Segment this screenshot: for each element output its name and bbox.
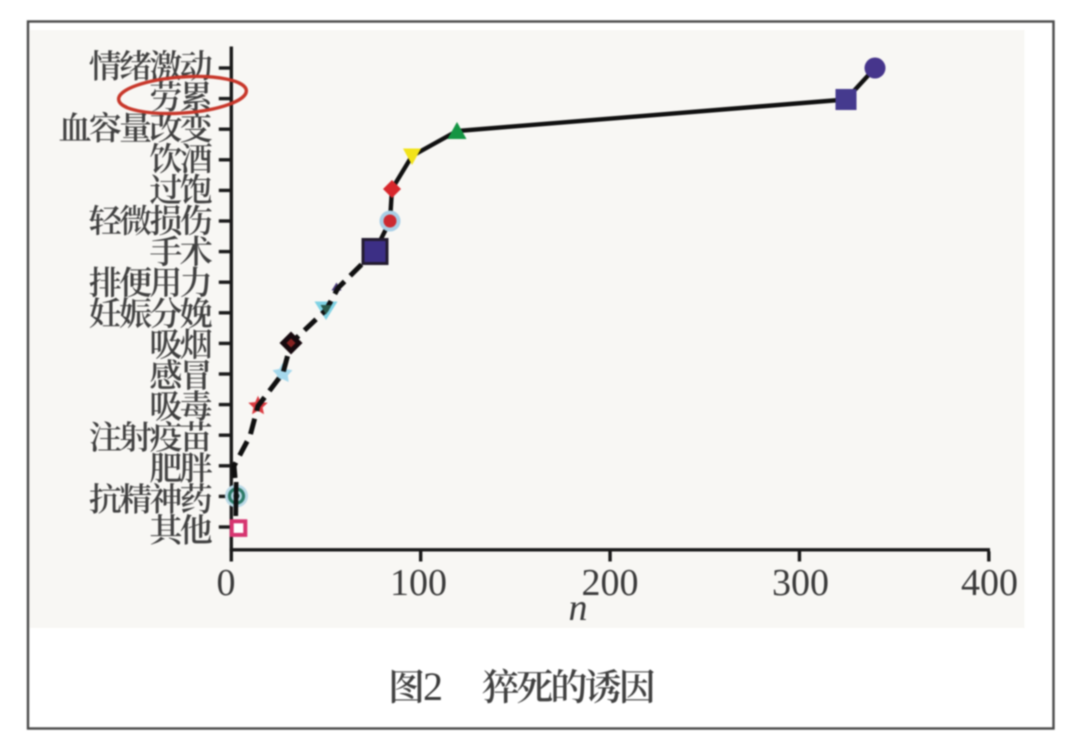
svg-text:200: 200 [582, 562, 639, 604]
svg-text:300: 300 [772, 562, 829, 604]
svg-text:100: 100 [390, 562, 447, 604]
svg-text:0: 0 [217, 562, 236, 604]
svg-text:400: 400 [961, 562, 1018, 604]
svg-text:2: 2 [423, 664, 443, 709]
svg-text:n: n [569, 587, 588, 629]
